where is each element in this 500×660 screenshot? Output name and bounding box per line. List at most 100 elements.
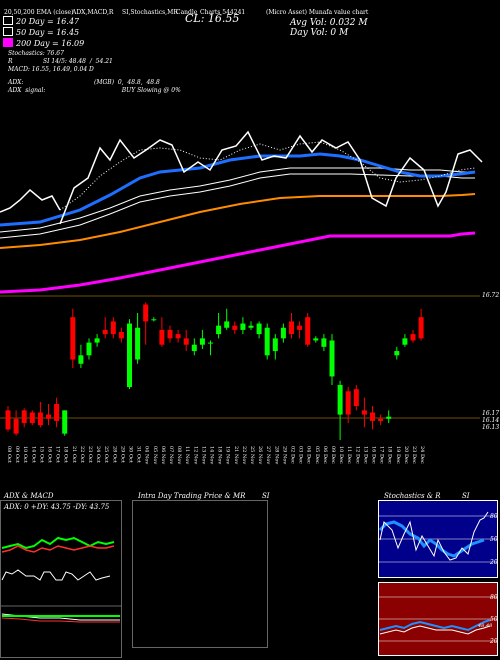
date-label: 17 Oct — [55, 446, 61, 463]
candle-body — [418, 317, 424, 339]
adx-plus-di-line — [1, 536, 115, 550]
date-label: 21 Oct — [71, 446, 77, 463]
mrsi-line — [379, 625, 491, 635]
ema-200-label: 200 Day = 16.09 — [16, 39, 85, 48]
header-segment: 20,50,200 EMA (close) — [4, 9, 74, 16]
date-label: 27 Nov — [265, 446, 271, 464]
stoch-panel — [378, 500, 498, 656]
candle-body — [297, 325, 303, 330]
date-label: 10 Dec — [338, 446, 344, 464]
ema-50-line-b — [0, 173, 475, 239]
date-label: 13 Nov — [200, 446, 206, 464]
date-label: 09 Dec — [330, 446, 336, 464]
stoch-d-line — [379, 511, 489, 561]
candle-body — [313, 338, 319, 341]
date-label: 05 Dec — [314, 446, 320, 464]
date-label: 18 Nov — [217, 446, 223, 464]
candle-body — [5, 410, 11, 430]
stoch-k-line — [378, 520, 485, 558]
candle-body — [361, 410, 367, 415]
header-segment: SI,Stochastics,MR — [122, 9, 178, 16]
date-label: 05 Nov — [152, 446, 158, 464]
ema-50-orange-line — [0, 193, 476, 249]
header-segment: (Micro Asset) Munafa value chart — [266, 9, 369, 16]
date-label: 12 Dec — [354, 446, 360, 464]
adx-panel — [0, 500, 122, 658]
ema-50-line-a — [0, 167, 475, 233]
date-label: 17 Dec — [379, 446, 385, 464]
intraday-si: SI — [262, 492, 270, 500]
intraday-panel — [132, 500, 268, 648]
date-label: 06 Dec — [322, 446, 328, 464]
header-segment: ADX,MACD,R — [72, 9, 114, 16]
date-label: 12 Nov — [192, 446, 198, 464]
ema-20-blue-line — [0, 152, 476, 227]
adx-readout: ADX: 0 +DY: 43.75 -DY: 43.75 — [4, 503, 110, 511]
rsi-level-50: 50 — [490, 616, 498, 623]
candle-body — [167, 329, 173, 339]
candle-body — [224, 321, 230, 328]
rsi-line — [379, 619, 491, 632]
date-label: 24 Oct — [95, 446, 101, 463]
price-label-top: 16.72 — [482, 292, 500, 299]
adx-signal: ADX signal: BUY Slowing @ 0% — [8, 87, 181, 94]
date-label: 04 Nov — [144, 446, 150, 464]
stoch-overlay-line — [0, 188, 61, 213]
candle-body — [394, 351, 400, 356]
candle-body — [264, 327, 270, 356]
candle-body — [118, 332, 124, 339]
adx-minus-di-line — [1, 545, 115, 553]
candle-body — [232, 325, 238, 330]
date-label: 14 Nov — [209, 446, 215, 464]
date-label: 04 Dec — [306, 446, 312, 464]
candle-body — [199, 338, 205, 345]
date-label: 08 Nov — [176, 446, 182, 464]
candle-body — [272, 338, 278, 352]
date-label: 03 Dec — [298, 446, 304, 464]
candle-body — [21, 410, 27, 424]
ema-lines — [0, 130, 483, 294]
adx-panel-frame — [0, 500, 122, 658]
adx-macd-title: ADX & MACD — [4, 492, 54, 500]
cl-label: CL: 16.55 — [185, 12, 240, 25]
date-label: 23 Oct — [87, 446, 93, 463]
candle-body — [345, 391, 351, 415]
ema-50-swatch — [3, 27, 13, 36]
date-label: 13 Dec — [362, 446, 368, 464]
candle-body — [175, 334, 181, 339]
adx-line — [1, 569, 111, 581]
date-label: 20 Dec — [403, 446, 409, 464]
candle-body — [402, 338, 408, 345]
candles — [5, 302, 424, 440]
candle-body — [240, 323, 246, 330]
candle-body — [46, 414, 51, 419]
date-label: 16 Dec — [371, 446, 377, 464]
date-label: 10 Oct — [22, 446, 28, 463]
candle-body — [62, 410, 68, 434]
indicator-stats: Stochastics: 76.67 R SI 14/5: 48.48 / 54… — [8, 50, 113, 74]
stoch-si: SI — [462, 492, 470, 500]
date-label: 19 Nov — [225, 446, 231, 464]
candle-body — [386, 416, 392, 419]
candle-body — [54, 404, 60, 421]
candle-body — [102, 329, 108, 335]
candle-body — [151, 319, 157, 321]
candle-body — [216, 325, 222, 335]
candle-body — [86, 342, 92, 356]
stoch-stat: Stochastics: 76.67 — [8, 50, 64, 57]
intraday-title: Intra Day Trading Price & MR — [138, 492, 246, 500]
stoch-rsi-title: Stochastics & R — [384, 492, 441, 500]
macd-signal-line — [1, 617, 120, 623]
ema-20-label: 20 Day = 16.47 — [16, 17, 80, 26]
date-label: 19 Dec — [395, 446, 401, 464]
ema-legend: 20 Day = 16.47 50 Day = 16.45 200 Day = … — [3, 16, 84, 49]
candle-body — [37, 412, 43, 426]
rsi-level-20: 20 — [490, 638, 498, 645]
date-label: 25 Oct — [103, 446, 109, 463]
ema-50-item: 50 Day = 16.45 — [3, 27, 84, 38]
rsi-tag: 48.48 — [478, 623, 493, 629]
candle-body — [410, 334, 416, 341]
date-label: 23 Dec — [411, 446, 417, 464]
candle-body — [305, 317, 311, 345]
candle-body — [13, 418, 19, 434]
